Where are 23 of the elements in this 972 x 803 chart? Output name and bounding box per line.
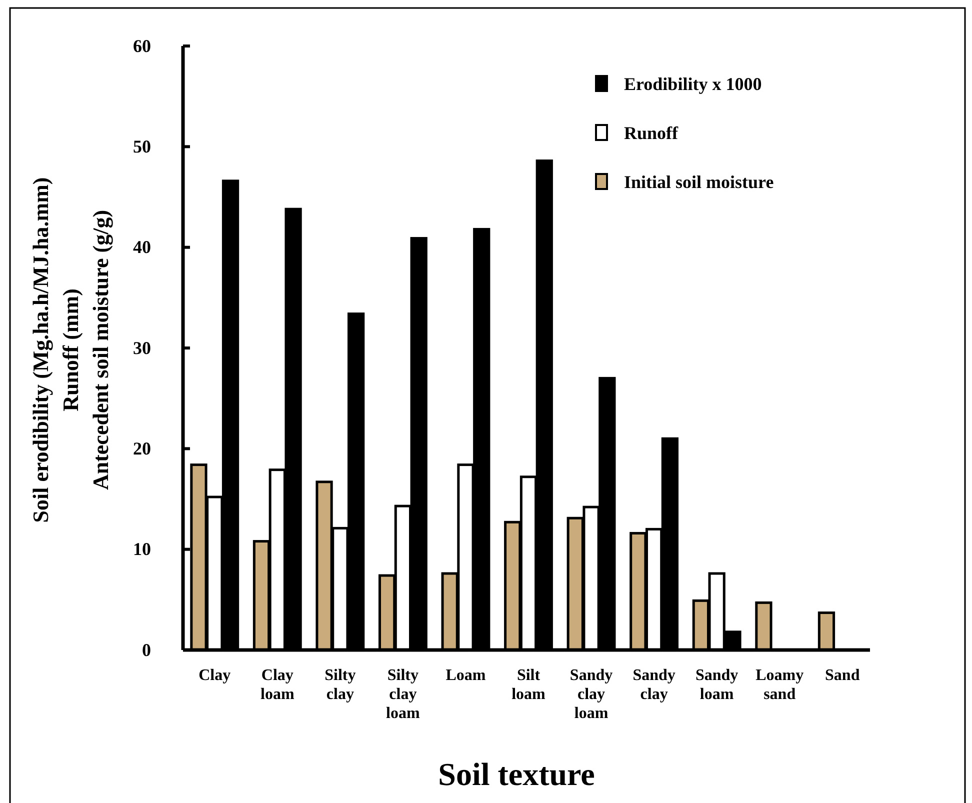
y-tick-label: 50: [133, 136, 151, 156]
x-tick-label: Silty clay loam: [386, 667, 421, 722]
legend-label: Erodibility x 1000: [624, 74, 762, 94]
x-tick-label: Loamy sand: [756, 667, 804, 703]
x-tick-label: Sandy clay: [632, 667, 676, 703]
y-tick-label: 0: [142, 640, 151, 660]
y-axis-title: Soil erodibility (Mg.ha.h/MJ.ha.mm) Runoff (mm) Antecedent soil moisture (g/g): [28, 177, 113, 523]
x-tick-label: Loam: [446, 667, 486, 684]
y-tick-label: 60: [133, 36, 151, 56]
y-tick-label: 40: [133, 237, 151, 258]
legend-label: Runoff: [624, 123, 680, 143]
x-tick-label: Silty clay: [324, 667, 356, 703]
x-tick-label: Sandy clay loam: [570, 667, 613, 722]
x-tick-label: Silt loam: [512, 667, 546, 703]
x-tick-label: Sand: [825, 667, 860, 684]
y-tick-label: 10: [133, 539, 151, 560]
legend-label: Initial soil moisture: [624, 172, 774, 192]
x-tick-label: Sandy loam: [695, 667, 738, 703]
y-tick-label: 30: [133, 338, 151, 358]
x-tick-label: Clay: [198, 667, 231, 684]
x-axis-title: Soil texture: [438, 756, 595, 792]
y-tick-label: 20: [133, 438, 151, 458]
x-tick-label: Clay loam: [260, 667, 295, 703]
